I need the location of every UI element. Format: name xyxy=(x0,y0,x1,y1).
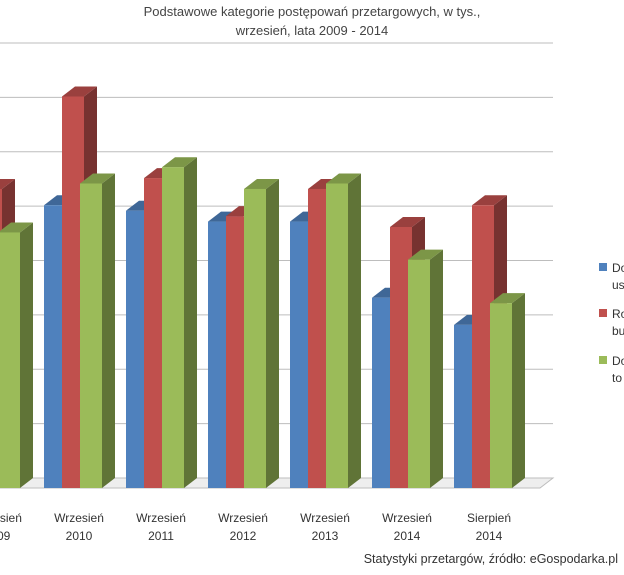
bar xyxy=(80,173,115,488)
x-tick-label: 2014 xyxy=(394,529,421,543)
bar xyxy=(490,293,525,488)
x-tick-label: 2014 xyxy=(476,529,503,543)
x-tick-label: 2010 xyxy=(66,529,93,543)
bar-top xyxy=(408,249,443,260)
bar-front xyxy=(44,205,66,488)
legend-swatch xyxy=(599,263,607,271)
source-note: Statystyki przetargów, źródło: eGospodar… xyxy=(363,552,618,566)
x-tick-label: Wrzesień xyxy=(382,511,432,525)
bar xyxy=(162,157,197,488)
bar-chart: Wrzesień 2009 Wrzesień 2010 Wrzesień 2011 Wrze… xyxy=(0,42,624,543)
legend-swatch xyxy=(599,356,607,364)
x-tick-label: Wrzesień xyxy=(0,511,22,525)
x-tick-label: Wrzesień xyxy=(54,511,104,525)
bar-top xyxy=(490,293,525,304)
bar-front xyxy=(490,303,512,488)
bar-front xyxy=(308,188,330,488)
bar-front xyxy=(62,96,84,488)
bar-front xyxy=(126,210,148,488)
chart-title-line1: Podstawowe kategorie postępowań przetarg… xyxy=(143,4,481,19)
bar-side xyxy=(20,222,33,488)
bar-top xyxy=(472,195,507,206)
legend-item: Ro bu xyxy=(599,307,624,338)
bar-front xyxy=(290,221,312,488)
x-tick-label: 2012 xyxy=(230,529,257,543)
legend-label: to xyxy=(612,371,622,385)
x-tick-label: 2013 xyxy=(312,529,339,543)
x-tick-label: Wrzesień xyxy=(136,511,186,525)
bar-front xyxy=(390,227,412,488)
bar-top xyxy=(80,173,115,184)
x-tick-label: 2009 xyxy=(0,529,11,543)
legend-swatch xyxy=(599,309,607,317)
bar-side xyxy=(102,173,115,488)
bar-front xyxy=(162,167,184,488)
bar-front xyxy=(408,259,430,488)
legend-item: Do to xyxy=(599,354,624,385)
bar-top xyxy=(244,178,279,189)
legend-item: Do us xyxy=(599,261,624,292)
bar-top xyxy=(62,86,97,97)
bar xyxy=(244,178,279,488)
bar-side xyxy=(266,178,279,488)
x-tick-label: Sierpień xyxy=(467,511,511,525)
bar-front xyxy=(80,183,102,488)
bar-front xyxy=(226,216,248,488)
bar-front xyxy=(208,221,230,488)
legend-label: Do xyxy=(612,354,624,368)
legend-label: bu xyxy=(612,324,624,338)
bar-front xyxy=(454,324,476,488)
bar-top xyxy=(390,217,425,227)
bar-front xyxy=(244,188,266,488)
chart-title: Podstawowe kategorie postępowań przetarg… xyxy=(0,2,624,40)
bar-top xyxy=(0,222,33,233)
bar xyxy=(0,222,33,488)
bar-front xyxy=(472,205,494,488)
bar-top xyxy=(0,178,15,189)
bar-top xyxy=(326,173,361,184)
bar-side xyxy=(430,249,443,488)
legend-label: Ro xyxy=(612,307,624,321)
bar-top xyxy=(162,157,197,168)
bar xyxy=(408,249,443,488)
legend-label: us xyxy=(612,278,624,292)
bar-front xyxy=(372,297,394,488)
legend: Do us Ro bu Do to xyxy=(599,261,624,385)
bar-front xyxy=(326,183,348,488)
chart-title-line2: wrzesień, lata 2009 - 2014 xyxy=(235,23,389,38)
bar-side xyxy=(512,293,525,488)
bar-side xyxy=(348,173,361,488)
legend-label: Do xyxy=(612,261,624,275)
bar-front xyxy=(144,178,166,488)
bars xyxy=(0,86,525,488)
bar xyxy=(326,173,361,488)
bar-side xyxy=(184,157,197,488)
bar-front xyxy=(0,232,20,488)
x-tick-label: Wrzesień xyxy=(300,511,350,525)
x-tick-label: Wrzesień xyxy=(218,511,268,525)
x-tick-label: 2011 xyxy=(148,529,174,543)
x-axis-labels: Wrzesień 2009 Wrzesień 2010 Wrzesień 2011 Wrze… xyxy=(0,511,511,543)
